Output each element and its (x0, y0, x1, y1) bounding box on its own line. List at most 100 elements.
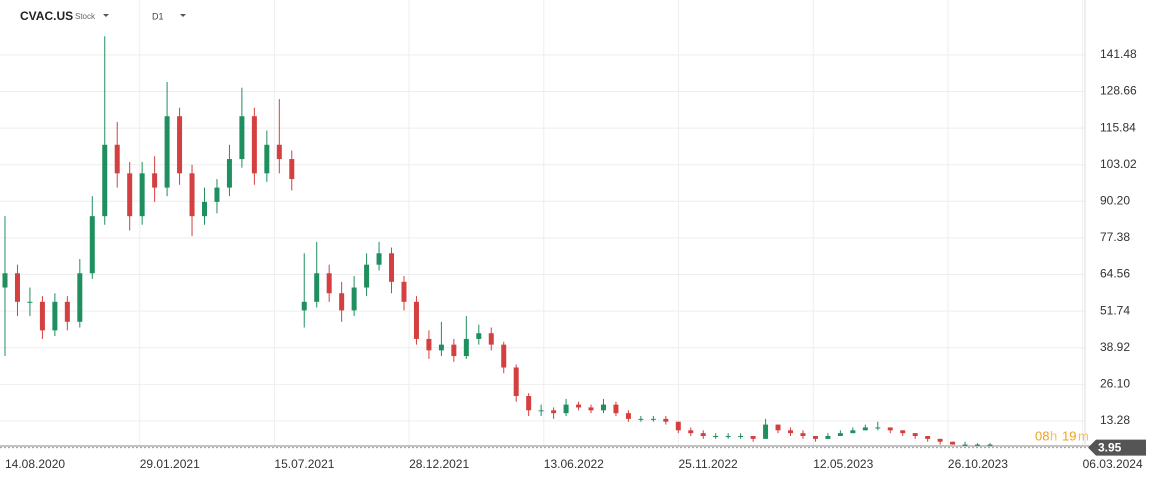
y-tick-label: 77.38 (1100, 230, 1130, 244)
y-tick-label: 103.02 (1100, 157, 1137, 171)
timeframe[interactable]: D1 (152, 11, 164, 21)
candle-body (850, 430, 856, 434)
candle-body (463, 338, 469, 357)
candle-body (339, 293, 345, 311)
candle-body (937, 438, 943, 442)
x-tick-label: 15.07.2021 (274, 457, 334, 471)
candle-body (912, 433, 918, 437)
candle-body (426, 338, 432, 351)
candle-body (27, 301, 33, 303)
candle-body (625, 413, 631, 419)
candle-body (538, 410, 544, 412)
candle-body (513, 367, 519, 397)
candle-body (837, 433, 843, 437)
countdown-hours-unit: h (1050, 428, 1057, 443)
candle-body (638, 418, 644, 420)
candle-body (750, 436, 756, 439)
countdown: 08 h 19 m (1035, 428, 1089, 443)
candle-body (800, 433, 806, 437)
candle-body (788, 430, 794, 434)
asset-type[interactable]: Stock (75, 12, 96, 21)
candle-body (177, 116, 183, 174)
candle-body (226, 159, 232, 188)
symbol[interactable]: CVAC.US (20, 9, 73, 23)
candle-body (351, 287, 357, 311)
candle-body (588, 407, 594, 411)
candle-body (688, 430, 694, 434)
candle-body (812, 436, 818, 439)
candle-body (152, 173, 158, 188)
y-tick-label: 141.48 (1100, 47, 1137, 61)
candle-body (52, 301, 58, 331)
candle-body (314, 273, 320, 302)
candle-body (900, 430, 906, 434)
y-tick-label: 115.84 (1100, 120, 1136, 134)
candle-body (102, 144, 108, 217)
candle-body (650, 418, 656, 420)
x-tick-label: 13.06.2022 (544, 457, 604, 471)
x-tick-label: 14.08.2020 (5, 457, 65, 471)
x-tick-label: 28.12.2021 (409, 457, 469, 471)
y-tick-label: 90.20 (1100, 193, 1130, 207)
timeframe-dropdown[interactable] (180, 14, 186, 17)
candle-body (264, 144, 270, 174)
y-tick-label: 38.92 (1100, 340, 1130, 354)
candle-body (476, 333, 482, 339)
candle-body (189, 173, 195, 217)
candle-body (962, 444, 968, 446)
candle-body (239, 116, 245, 160)
candle-body (975, 444, 981, 446)
candle-body (675, 421, 681, 431)
x-tick-label: 06.03.2024 (1083, 457, 1143, 471)
candle-body (401, 281, 407, 302)
x-tick-label: 12.05.2023 (813, 457, 873, 471)
symbol-dropdown[interactable] (103, 14, 109, 17)
candle-body (526, 396, 532, 411)
x-tick-label: 29.01.2021 (140, 457, 200, 471)
candle-body (289, 159, 295, 180)
candle-body (77, 273, 83, 322)
candle-body (613, 404, 619, 414)
candle-body (925, 436, 931, 439)
candle-body (413, 301, 419, 339)
candle-body (825, 436, 831, 439)
candle-body (887, 427, 893, 431)
candle-body (600, 404, 606, 411)
candle-body (700, 433, 706, 437)
candle-body (89, 216, 95, 274)
candle-body (2, 273, 8, 288)
candle-body (214, 187, 220, 202)
candle-body (501, 344, 507, 368)
candle-body (763, 424, 769, 439)
x-tick-label: 26.10.2023 (948, 457, 1008, 471)
y-tick-label: 64.56 (1100, 267, 1130, 281)
candle-body (389, 253, 395, 282)
candle-body (376, 253, 382, 265)
candle-body (39, 301, 45, 331)
last-price-tag (1088, 439, 1146, 456)
candle-body (875, 427, 881, 429)
candle-body (862, 427, 868, 431)
candle-body (950, 441, 956, 445)
candle-body (127, 173, 133, 217)
candle-body (276, 144, 282, 160)
candle-body (713, 436, 719, 438)
candle-body (551, 410, 557, 414)
candle-body (139, 173, 145, 217)
candle-body (14, 273, 20, 302)
candle-body (201, 201, 207, 217)
candle-body (114, 144, 120, 174)
y-tick-label: 13.28 (1100, 413, 1130, 427)
candle-body (725, 436, 731, 438)
candle-body (451, 344, 457, 357)
countdown-hours: 08 (1035, 428, 1049, 443)
candle-body (775, 424, 781, 431)
candle-body (563, 404, 569, 414)
candle-body (488, 333, 494, 345)
candle-body (364, 264, 370, 288)
candle-body (987, 444, 993, 446)
x-tick-label: 25.11.2022 (679, 457, 738, 471)
last-price-label: 3.95 (1098, 441, 1122, 455)
candle-body (663, 418, 669, 422)
candle-body (438, 344, 444, 351)
